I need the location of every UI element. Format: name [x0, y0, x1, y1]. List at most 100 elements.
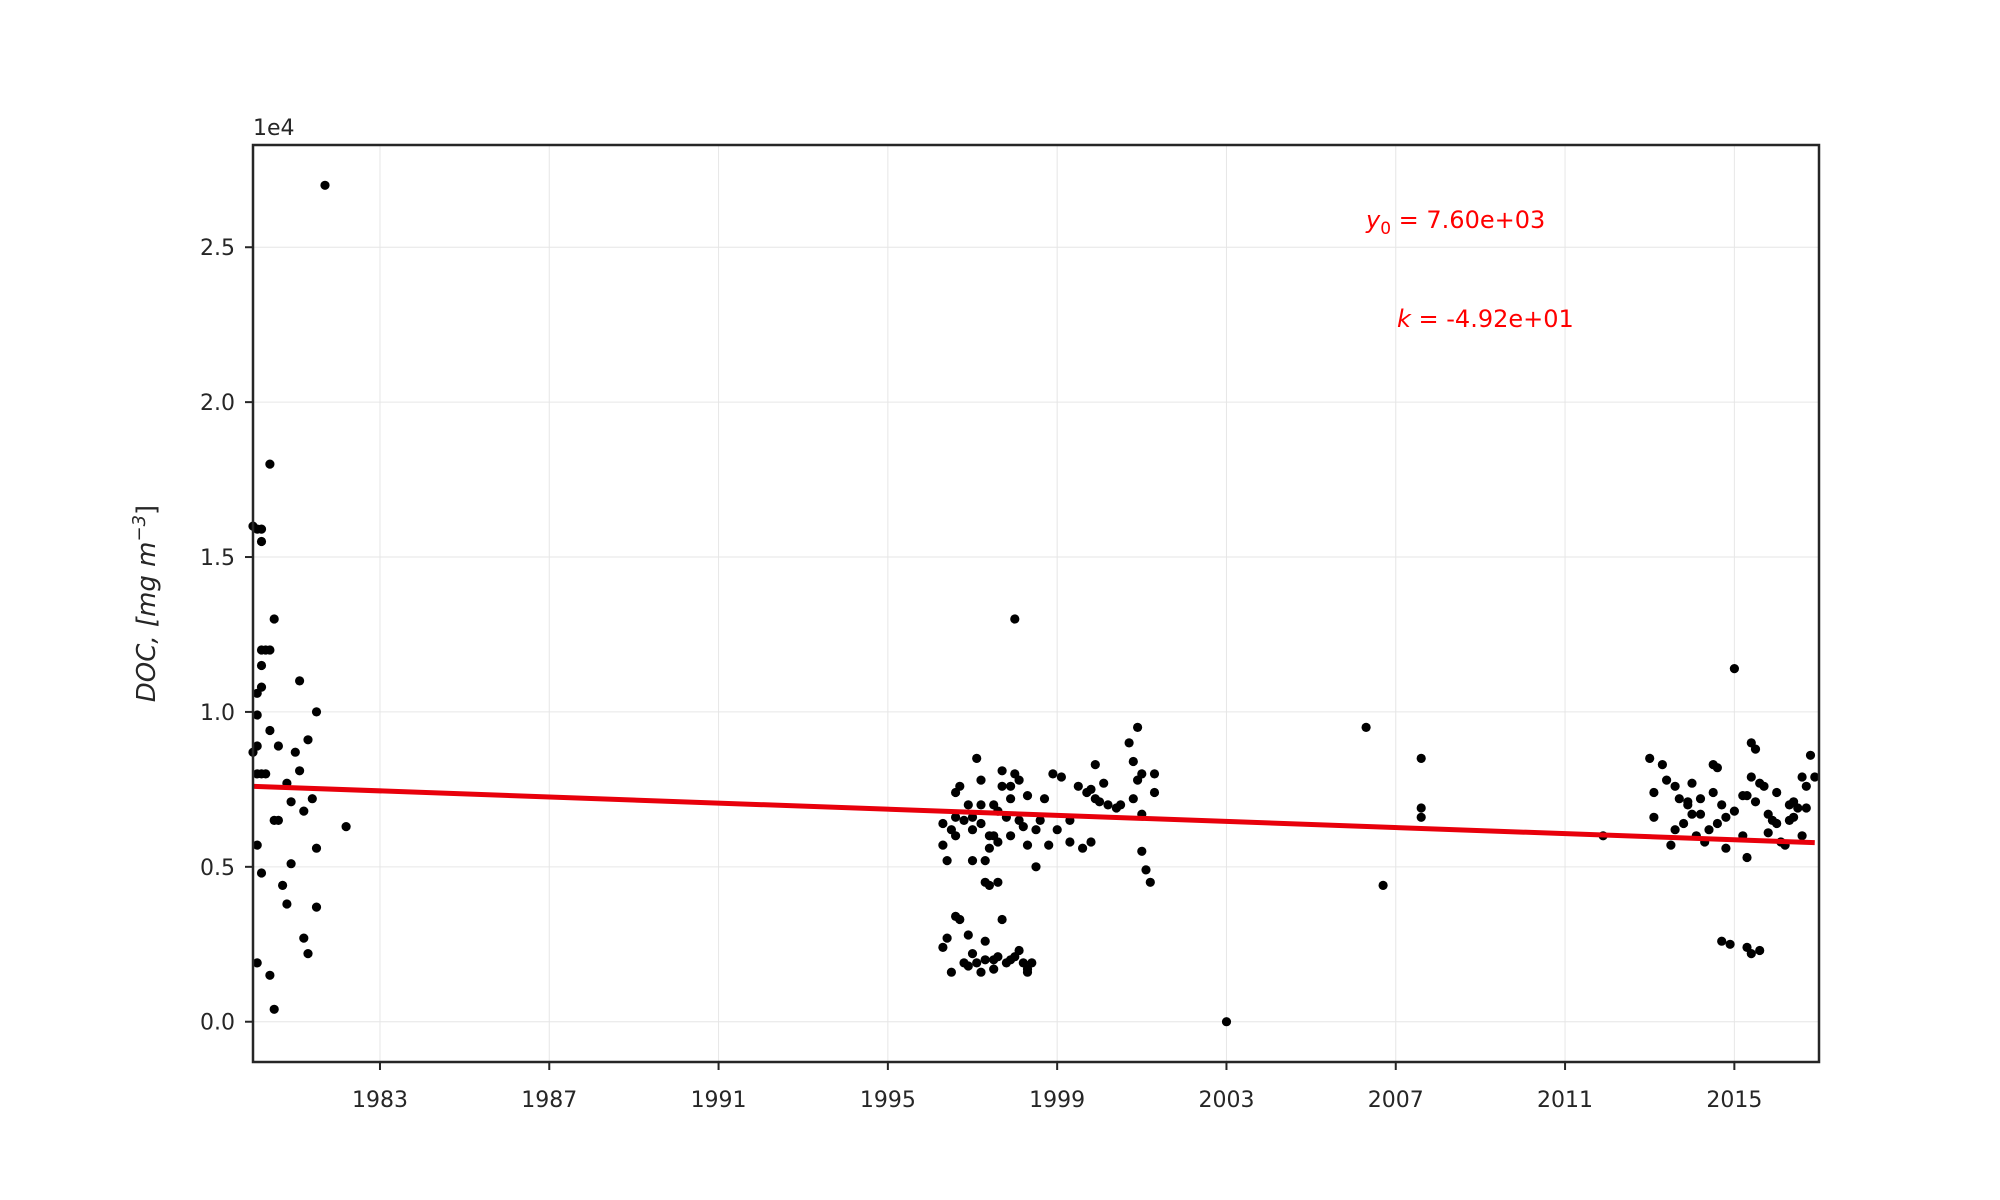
data-point [1670, 825, 1680, 835]
y-tick-label: 1.5 [200, 546, 235, 571]
data-point [993, 837, 1003, 847]
data-point [265, 970, 275, 980]
data-point [984, 831, 995, 841]
data-point [311, 902, 322, 912]
data-point [1746, 772, 1756, 782]
data-point [256, 682, 267, 692]
data-point [1750, 797, 1761, 807]
data-point [265, 645, 275, 655]
data-point [997, 766, 1007, 776]
data-point [1674, 794, 1684, 804]
data-point [938, 818, 948, 829]
x-tick-label: 1999 [1029, 1088, 1085, 1113]
data-point [320, 180, 330, 190]
data-point [967, 856, 978, 866]
data-point [256, 660, 267, 671]
data-point [1103, 800, 1113, 810]
data-point [1721, 843, 1731, 853]
data-point [1810, 772, 1820, 782]
data-point [1018, 822, 1028, 832]
data-point [256, 645, 267, 655]
data-point [967, 812, 978, 822]
x-tick-label: 2011 [1537, 1088, 1593, 1113]
data-point [1416, 803, 1426, 813]
grid [253, 145, 1819, 1062]
annotation-subscript: 0 [1380, 219, 1391, 239]
data-point [976, 775, 986, 785]
data-point [1048, 769, 1058, 779]
data-point [1695, 794, 1706, 804]
annotation-symbol: y [1365, 206, 1381, 234]
data-point [1137, 846, 1147, 856]
data-point [1052, 825, 1062, 835]
data-point [976, 800, 986, 810]
data-point [1099, 778, 1109, 788]
data-point [299, 933, 309, 943]
data-point [1065, 837, 1075, 847]
annotation-y0: y0 = 7.60e+03 [1365, 206, 1545, 239]
data-point [252, 958, 262, 968]
data-point [955, 781, 965, 791]
data-point [1031, 862, 1041, 872]
data-point [1086, 784, 1096, 795]
data-point [1027, 958, 1037, 968]
data-point [942, 856, 952, 866]
data-point [938, 942, 948, 953]
y-axis-label-text: DOC, [mg m [132, 541, 162, 702]
data-point [265, 725, 275, 736]
data-point [1670, 781, 1680, 791]
data-point [1683, 800, 1693, 810]
data-point [273, 741, 283, 751]
data-point [976, 818, 986, 829]
x-tick-label: 2007 [1368, 1088, 1424, 1113]
y-tick-label: 0.0 [200, 1011, 235, 1036]
data-point [1729, 664, 1739, 674]
data-point [1014, 775, 1024, 785]
data-point [1712, 763, 1722, 773]
data-point [1750, 744, 1761, 754]
data-point [1149, 769, 1160, 779]
annotations: y0 = 7.60e+03 k = -4.92e+01 [1365, 206, 1574, 333]
annotation-k: k = -4.92e+01 [1397, 305, 1574, 333]
data-point [1073, 781, 1083, 791]
data-point [1797, 831, 1807, 841]
data-point [963, 800, 973, 810]
data-point [1006, 831, 1016, 841]
data-point [1014, 945, 1024, 956]
data-point [984, 880, 995, 891]
data-point [1078, 843, 1088, 853]
data-point [1361, 722, 1371, 733]
data-point [303, 949, 313, 959]
data-point [1662, 775, 1672, 785]
data-point [967, 949, 978, 959]
data-point [946, 967, 957, 977]
data-point [1679, 818, 1689, 829]
data-point [980, 936, 990, 946]
plot-frame [251, 143, 1821, 1064]
data-point [1128, 794, 1138, 804]
data-point [1772, 818, 1782, 829]
data-point [286, 859, 296, 869]
y-axis: 0.0 0.5 1.0 1.5 2.0 2.5 [200, 236, 253, 1036]
x-tick-label: 2015 [1706, 1088, 1762, 1113]
data-point [1687, 778, 1697, 788]
data-point [1755, 945, 1765, 956]
x-tick-label: 1983 [352, 1088, 408, 1113]
data-point [976, 967, 986, 977]
data-point [1763, 828, 1773, 838]
x-tick-label: 1991 [691, 1088, 747, 1113]
annotation-symbol: k [1397, 305, 1412, 333]
data-point [1022, 840, 1033, 850]
x-tick-label: 1995 [860, 1088, 916, 1113]
data-point [269, 614, 279, 624]
data-point [341, 822, 351, 832]
data-point [252, 840, 262, 850]
data-point [256, 524, 267, 534]
data-point [1378, 880, 1388, 891]
data-point [1022, 967, 1033, 977]
data-point [1704, 825, 1714, 835]
data-point [311, 843, 322, 853]
data-point [997, 781, 1007, 791]
data-point [1137, 769, 1147, 779]
data-point [993, 952, 1003, 962]
